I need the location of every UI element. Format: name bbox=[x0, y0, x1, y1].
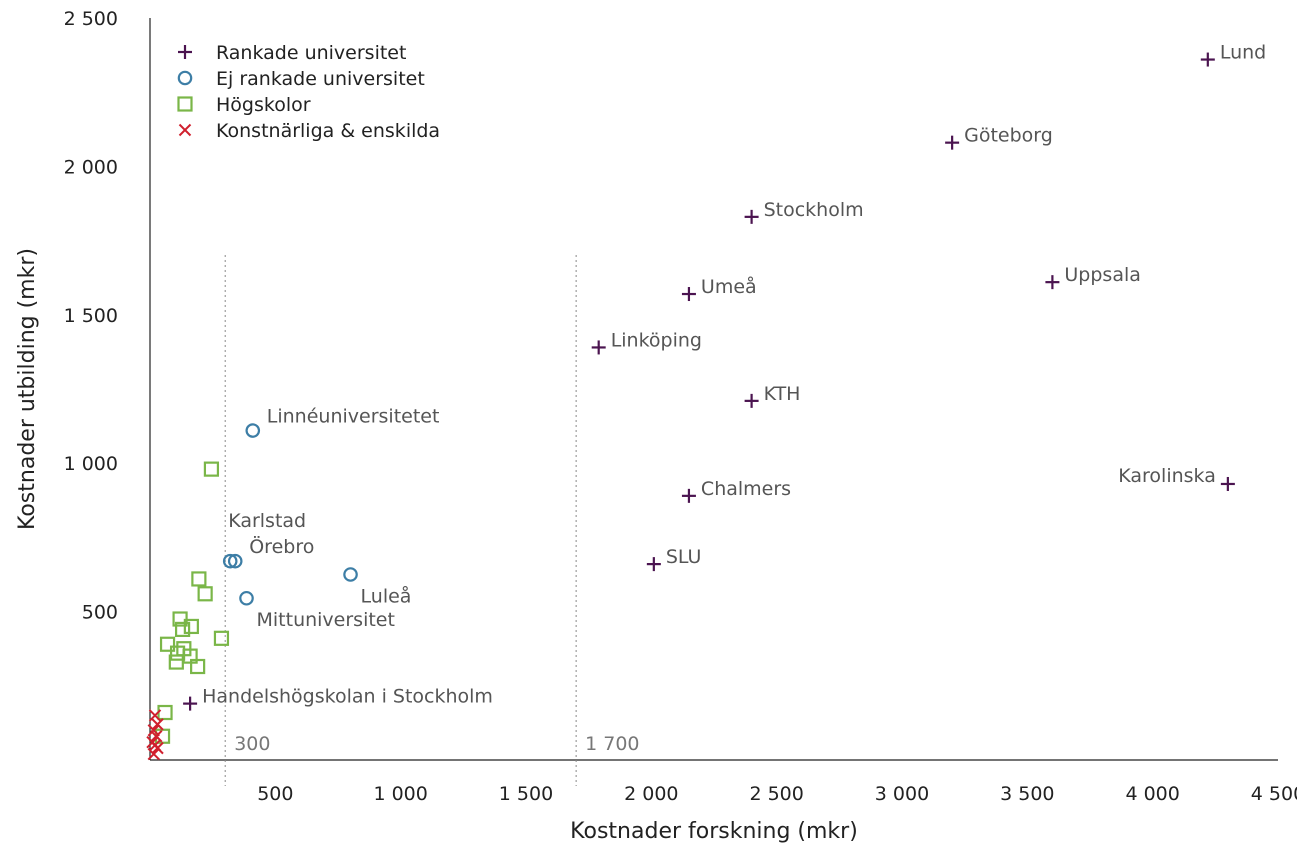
point-lund bbox=[1200, 52, 1215, 67]
point-hogskolor bbox=[183, 618, 199, 635]
point-hogskolor bbox=[157, 704, 173, 721]
y-tick-label: 500 bbox=[82, 602, 118, 624]
x-axis-title: Kostnader forskning (mkr) bbox=[570, 819, 858, 844]
x-tick-label: 4 500 bbox=[1251, 783, 1297, 805]
legend-marker-konstnarliga-enskilda bbox=[178, 123, 192, 137]
y-tick-label: 1 000 bbox=[64, 453, 118, 475]
point-slu bbox=[646, 557, 661, 572]
point-hogskolor bbox=[213, 630, 230, 646]
point-labels: Lund Göteborg Stockholm Uppsala Umeå Linköpin… bbox=[202, 42, 1266, 708]
point-hogskolor bbox=[168, 654, 184, 670]
y-tick-label: 2 500 bbox=[64, 8, 118, 30]
axes bbox=[149, 18, 1278, 761]
point-label-handelshogskolan-i-stockholm: Handelshögskolan i Stockholm bbox=[202, 686, 493, 708]
x-tick-label: 3 500 bbox=[1000, 783, 1054, 805]
point-label-slu: SLU bbox=[666, 546, 702, 568]
y-axis-title: Kostnader utbilding (mkr) bbox=[15, 248, 40, 530]
point-konstnarliga-enskilda bbox=[147, 747, 160, 761]
point-label-orebro: Örebro bbox=[249, 535, 314, 558]
point-chalmers bbox=[681, 488, 696, 503]
point-label-linkoping: Linköping bbox=[611, 329, 702, 351]
point-konstnarliga-enskilda bbox=[148, 709, 162, 722]
point-hogskolor bbox=[191, 571, 207, 587]
y-tick-label: 2 000 bbox=[64, 156, 118, 178]
point-label-karolinska: Karolinska bbox=[1118, 465, 1216, 487]
point-karolinska bbox=[1220, 476, 1235, 491]
x-tick-label: 1 000 bbox=[373, 783, 427, 805]
point-uppsala bbox=[1045, 275, 1060, 290]
point-handelshogskolan-i-stockholm bbox=[183, 696, 198, 711]
point-karlstad bbox=[222, 553, 238, 569]
y-tick-label: 1 500 bbox=[64, 305, 118, 327]
data-points bbox=[146, 52, 1235, 761]
x-tick-label: 500 bbox=[257, 783, 293, 805]
point-umea bbox=[681, 287, 696, 302]
point-hogskolor bbox=[174, 621, 191, 638]
point-label-kth: KTH bbox=[764, 383, 801, 405]
legend-marker-ej-rankade-universitet bbox=[177, 70, 193, 86]
point-hogskolor bbox=[203, 461, 220, 477]
point-label-lund: Lund bbox=[1220, 42, 1266, 64]
point-label-uppsala: Uppsala bbox=[1064, 264, 1141, 286]
point-label-chalmers: Chalmers bbox=[701, 478, 791, 500]
point-kth bbox=[744, 393, 759, 408]
legend-entry-ej-rankade-universitet: Ej rankade universitet bbox=[216, 68, 425, 90]
legend: Rankade universitet Ej rankade universite… bbox=[177, 42, 440, 142]
point-label-lulea: Luleå bbox=[361, 585, 412, 608]
point-mittuniversitet bbox=[239, 590, 254, 606]
x-tick-label: 2 500 bbox=[749, 783, 803, 805]
point-label-linneuniversitetet: Linnéuniversitetet bbox=[267, 406, 440, 428]
point-konstnarliga-enskilda bbox=[151, 741, 164, 755]
point-label-karlstad: Karlstad bbox=[228, 510, 306, 532]
legend-marker-hogskolor bbox=[177, 96, 193, 112]
legend-entry-konstnarliga-enskilda: Konstnärliga & enskilda bbox=[216, 120, 440, 142]
point-label-goteborg: Göteborg bbox=[964, 125, 1053, 147]
point-konstnarliga-enskilda bbox=[151, 718, 164, 731]
point-stockholm bbox=[744, 209, 759, 224]
point-linneuniversitetet bbox=[245, 423, 261, 438]
legend-entry-hogskolor: Högskolor bbox=[216, 94, 311, 116]
reference-line-label: 1 700 bbox=[585, 733, 639, 755]
x-tick-label: 3 000 bbox=[875, 783, 929, 805]
point-label-stockholm: Stockholm bbox=[764, 199, 864, 221]
legend-entry-rankade-universitet: Rankade universitet bbox=[216, 42, 406, 64]
legend-marker-rankade-universitet bbox=[178, 45, 192, 59]
point-goteborg bbox=[945, 135, 960, 150]
point-hogskolor bbox=[190, 658, 206, 675]
reference-lines: 300 1 700 bbox=[224, 255, 640, 786]
x-tick-label: 4 000 bbox=[1125, 783, 1179, 805]
x-tick-labels: 500 1 000 1 500 2 000 2 500 3 000 3 500 4 000 4 … bbox=[257, 783, 1297, 805]
point-linkoping bbox=[591, 340, 606, 355]
y-tick-labels: 500 1 000 1 500 2 000 2 500 bbox=[64, 8, 118, 624]
point-hogskolor bbox=[197, 586, 213, 602]
point-hogskolor bbox=[159, 636, 176, 652]
point-label-umea: Umeå bbox=[701, 275, 757, 298]
point-label-mittuniversitet: Mittuniversitet bbox=[257, 609, 395, 631]
x-tick-label: 2 000 bbox=[624, 783, 678, 805]
reference-line-label: 300 bbox=[234, 733, 270, 755]
point-orebro bbox=[227, 553, 243, 569]
x-tick-label: 1 500 bbox=[499, 783, 553, 805]
point-lulea bbox=[343, 567, 358, 582]
